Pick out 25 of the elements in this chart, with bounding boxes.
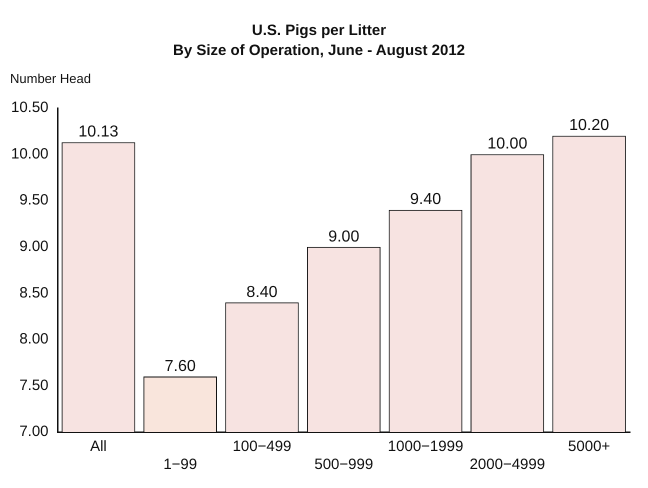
data-label: 7.60 (164, 358, 196, 375)
chart-subtitle: By Size of Operation, June - August 2012 (172, 42, 466, 60)
x-tick-label: All (90, 438, 107, 456)
y-tick-label: 9.50 (19, 192, 49, 209)
y-tick-label: 10.50 (10, 99, 49, 116)
x-tick-label: 1000−1999 (388, 438, 464, 456)
x-tick-label: 1−99 (163, 456, 198, 474)
data-label: 10.13 (78, 124, 119, 141)
y-tick-label: 9.00 (19, 238, 49, 255)
x-tick-label: 5000+ (568, 438, 610, 456)
chart-title: U.S. Pigs per Litter (252, 22, 386, 40)
y-tick-label: 7.50 (19, 376, 49, 394)
y-tick-label: 10.00 (10, 145, 49, 162)
y-tick-label: 8.00 (19, 330, 49, 348)
data-label: 10.00 (487, 136, 528, 153)
y-tick-label: 8.50 (19, 284, 49, 302)
data-label: 8.40 (246, 284, 278, 301)
x-tick-label: 2000−4999 (470, 456, 546, 474)
data-label: 9.40 (410, 191, 442, 208)
data-label: 10.20 (569, 117, 610, 134)
data-label: 9.00 (328, 228, 360, 246)
x-tick-label: 500−999 (314, 456, 374, 474)
y-tick-label: 7.00 (19, 423, 49, 440)
y-axis-title: Number Head (10, 71, 91, 86)
x-tick-label: 100−499 (232, 438, 292, 456)
